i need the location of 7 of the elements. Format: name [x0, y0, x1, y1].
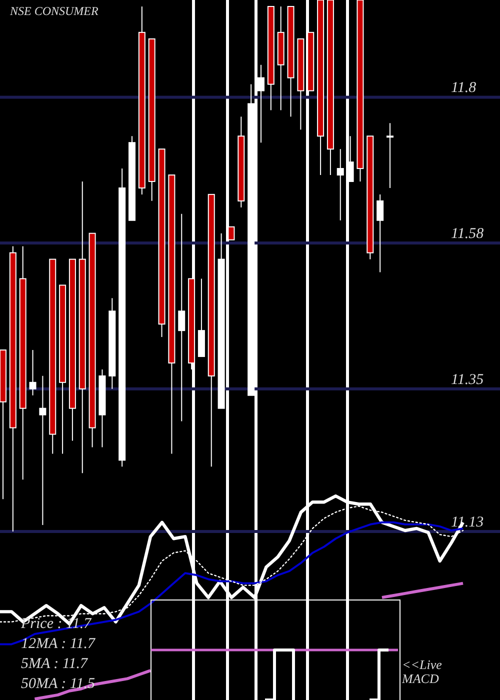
- annotation: 12MA : 11.7: [21, 636, 97, 652]
- y-tick-label: 11.58: [451, 226, 484, 242]
- annotation: <<Live MACD: [401, 657, 442, 686]
- y-tick-label: 11.35: [451, 372, 484, 388]
- chart-title: NSE CONSUMER: [9, 4, 99, 18]
- annotation: 5MA : 11.7: [21, 656, 90, 672]
- y-tick-label: 11.8: [451, 80, 477, 96]
